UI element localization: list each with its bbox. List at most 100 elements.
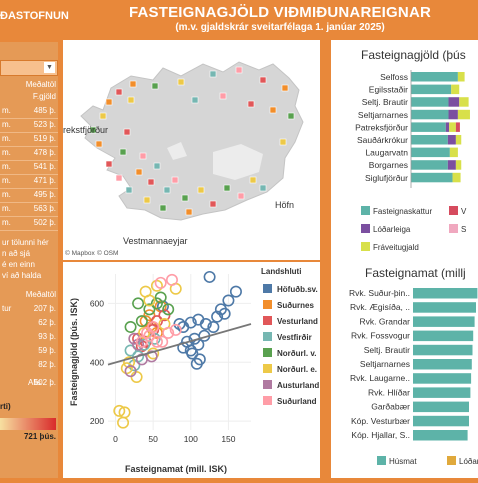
region-dropdown[interactable]: ▼	[0, 60, 58, 76]
scatter-point[interactable]	[130, 371, 143, 384]
scatter-point[interactable]	[203, 270, 216, 283]
municipality-marker[interactable]	[209, 70, 217, 78]
scatter-point[interactable]	[173, 318, 186, 331]
scatter-point[interactable]	[132, 338, 145, 351]
municipality-marker[interactable]	[281, 84, 289, 92]
municipality-marker[interactable]	[237, 192, 245, 200]
bar1-segment[interactable]	[448, 109, 458, 120]
scatter-point[interactable]	[120, 362, 133, 375]
municipality-marker[interactable]	[99, 112, 107, 120]
bar1-segment[interactable]	[411, 160, 448, 170]
bar2-bar[interactable]	[413, 401, 469, 413]
municipality-marker[interactable]	[249, 176, 257, 184]
scatter-point[interactable]	[138, 338, 151, 351]
bar1-segment[interactable]	[411, 72, 458, 82]
bar1-segment[interactable]	[449, 147, 458, 158]
municipality-marker[interactable]	[153, 162, 161, 170]
scatter-point[interactable]	[154, 291, 167, 304]
bar2-bar[interactable]	[413, 316, 475, 327]
scatter-point[interactable]	[162, 303, 175, 316]
scatter-point[interactable]	[158, 309, 171, 322]
bar1-segment[interactable]	[411, 135, 448, 145]
municipality-marker[interactable]	[151, 82, 159, 90]
scatter-point[interactable]	[229, 285, 242, 298]
bar2-bar[interactable]	[413, 415, 469, 427]
municipality-marker[interactable]	[139, 152, 147, 160]
municipality-marker[interactable]	[89, 126, 97, 134]
scatter-point[interactable]	[135, 315, 148, 328]
municipality-marker[interactable]	[259, 184, 267, 192]
scatter-point[interactable]	[143, 309, 156, 322]
scatter-point[interactable]	[150, 335, 163, 348]
municipality-marker[interactable]	[209, 200, 217, 208]
municipality-marker[interactable]	[269, 106, 277, 114]
municipality-marker[interactable]	[177, 78, 185, 86]
municipality-marker[interactable]	[147, 178, 155, 186]
scatter-point[interactable]	[135, 335, 148, 348]
scatter-point[interactable]	[184, 316, 197, 329]
municipality-marker[interactable]	[105, 98, 113, 106]
scatter-point[interactable]	[124, 365, 137, 378]
scatter-point[interactable]	[154, 276, 167, 289]
chevron-down-icon[interactable]: ▼	[44, 62, 55, 73]
municipality-marker[interactable]	[123, 128, 131, 136]
bar1-segment[interactable]	[411, 122, 446, 132]
municipality-marker[interactable]	[163, 186, 171, 194]
bar2-bar[interactable]	[413, 373, 472, 384]
municipality-marker[interactable]	[95, 140, 103, 148]
bar2-bar[interactable]	[413, 359, 472, 370]
bar1-segment[interactable]	[455, 135, 462, 145]
scatter-point[interactable]	[143, 294, 156, 307]
scatter-point[interactable]	[211, 310, 224, 323]
municipality-marker[interactable]	[135, 168, 143, 176]
scatter-point[interactable]	[207, 320, 220, 333]
scatter-point[interactable]	[150, 315, 163, 328]
municipality-marker[interactable]	[181, 194, 189, 202]
scatter-point[interactable]	[123, 356, 136, 369]
scatter-point[interactable]	[145, 350, 158, 363]
scatter-point[interactable]	[117, 416, 130, 429]
bar1-segment[interactable]	[411, 109, 449, 120]
scatter-point[interactable]	[181, 335, 194, 348]
bar1-segment[interactable]	[455, 122, 460, 132]
municipality-marker[interactable]	[119, 148, 127, 156]
bar1-segment[interactable]	[445, 122, 450, 132]
scatter-point[interactable]	[156, 335, 169, 348]
municipality-marker[interactable]	[223, 184, 231, 192]
bar1-segment[interactable]	[457, 72, 465, 82]
bar1-segment[interactable]	[411, 97, 449, 107]
municipality-marker[interactable]	[159, 204, 167, 212]
scatter-point[interactable]	[222, 294, 235, 307]
municipality-marker[interactable]	[191, 96, 199, 104]
municipality-marker[interactable]	[247, 100, 255, 108]
bar1-segment[interactable]	[457, 109, 470, 120]
scatter-point[interactable]	[141, 326, 154, 339]
scatter-point[interactable]	[169, 323, 182, 336]
scatter-point[interactable]	[150, 297, 163, 310]
scatter-point[interactable]	[132, 297, 145, 310]
municipality-marker[interactable]	[219, 92, 227, 100]
municipality-marker[interactable]	[115, 88, 123, 96]
bar2-bar[interactable]	[413, 430, 468, 441]
map-panel[interactable]: rekstfjörður Höfn Vestmannaeyjar © Mapbo…	[63, 40, 320, 260]
scatter-point[interactable]	[128, 332, 141, 345]
scatter-point[interactable]	[199, 318, 212, 331]
municipality-marker[interactable]	[125, 186, 133, 194]
bar2-bar[interactable]	[413, 330, 474, 342]
municipality-marker[interactable]	[127, 96, 135, 104]
bar1-segment[interactable]	[459, 97, 469, 107]
scatter-point[interactable]	[186, 347, 199, 360]
bar2-bar[interactable]	[413, 344, 473, 356]
bar1-segment[interactable]	[411, 84, 452, 95]
municipality-marker[interactable]	[143, 196, 151, 204]
municipality-marker[interactable]	[105, 160, 113, 168]
bar1-segment[interactable]	[449, 122, 456, 132]
scatter-point[interactable]	[150, 279, 163, 292]
scatter-point[interactable]	[143, 303, 156, 316]
municipality-marker[interactable]	[197, 186, 205, 194]
scatter-point[interactable]	[193, 353, 206, 366]
bar1-segment[interactable]	[447, 160, 456, 170]
bar1-segment[interactable]	[455, 160, 462, 170]
bar1-segment[interactable]	[411, 147, 450, 158]
scatter-point[interactable]	[162, 326, 175, 339]
